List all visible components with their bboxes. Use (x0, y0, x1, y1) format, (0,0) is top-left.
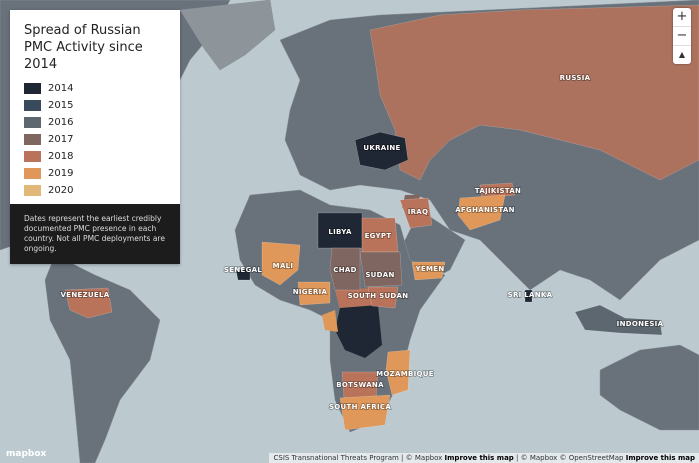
south-america (44, 254, 161, 463)
zoom-in[interactable]: + (673, 8, 691, 27)
country-label: VENEZUELA (61, 291, 110, 299)
country-shape (369, 4, 699, 181)
country-shape (359, 251, 403, 288)
country-shape (411, 261, 446, 281)
attribution-text: | © Mapbox © OpenStreetMap (516, 454, 624, 462)
country-shape (64, 287, 113, 319)
country-label: SRI LANKA (508, 291, 553, 299)
legend-note: Dates represent the earliest credibly do… (10, 204, 180, 264)
legend-label: 2020 (48, 185, 74, 196)
legend-item: 2018 (24, 151, 166, 162)
country-shape (385, 349, 411, 396)
legend-swatch (24, 151, 41, 162)
country-shape (457, 194, 506, 231)
drc (335, 305, 382, 358)
legend-item: 2016 (24, 117, 166, 128)
country-label: LIBYA (328, 228, 352, 236)
countries (64, 4, 699, 431)
country-shape (297, 281, 331, 306)
country-shape (354, 131, 409, 171)
legend-item: 2020 (24, 185, 166, 196)
country-label: SUDAN (365, 271, 394, 279)
country-shape (524, 289, 533, 303)
legend-title: Spread of Russian PMC Activity since 201… (24, 23, 143, 72)
improve-link[interactable]: Improve this map (444, 454, 514, 462)
legend-swatch (24, 117, 41, 128)
legend-swatch (24, 168, 41, 179)
legend-label: 2016 (48, 117, 74, 128)
legend-panel: Spread of Russian PMC Activity since 201… (10, 10, 180, 264)
mapbox-logo[interactable]: mapbox (6, 449, 47, 459)
legend-label: 2018 (48, 151, 74, 162)
legend-label: 2015 (48, 100, 74, 111)
country-label: MALI (273, 262, 294, 270)
country-label: IRAQ (408, 208, 429, 216)
zoom-out[interactable]: − (673, 27, 691, 46)
country-label: BOTSWANA (336, 381, 384, 389)
legend-item: 2014 (24, 83, 166, 94)
australia (599, 344, 699, 431)
greenland (179, 0, 276, 71)
country-label: MOZAMBIQUE (376, 370, 434, 378)
country-shape (367, 286, 399, 309)
labels: RUSSIA UKRAINE LIBYA EGYPT IRAQ TAJIKISTAN AFG… (60, 73, 664, 412)
country-shape (329, 247, 361, 291)
country-label: RUSSIA (560, 74, 591, 82)
compass[interactable]: ▲ (678, 50, 686, 59)
country-shape (235, 267, 251, 281)
legend-swatch (24, 100, 41, 111)
congo (322, 310, 338, 332)
legend-label: 2017 (48, 134, 74, 145)
country-label: TAJIKISTAN (475, 187, 521, 195)
country-label: INDONESIA (617, 320, 664, 328)
country-shape (261, 241, 301, 286)
legend-item: 2019 (24, 168, 166, 179)
country-shape (339, 394, 391, 431)
country-label: NIGERIA (293, 288, 328, 296)
country-shape (399, 197, 433, 229)
country-label: EGYPT (365, 232, 392, 240)
country-label: SOUTH SUDAN (348, 292, 409, 300)
legend-label: 2014 (48, 83, 74, 94)
country-label: YEMEN (415, 265, 445, 273)
country-label: AFGHANISTAN (455, 206, 515, 214)
country-shape (479, 182, 516, 199)
map-controls: + − ▲ (673, 8, 691, 64)
legend-item: 2015 (24, 100, 166, 111)
country-label: SENEGAL (224, 266, 262, 274)
legend-swatch (24, 185, 41, 196)
country-label: SOUTH AFRICA (329, 403, 391, 411)
attribution-text: CSIS Transnational Threats Program | © M… (273, 454, 443, 462)
legend-label: 2019 (48, 168, 74, 179)
country-label: UKRAINE (363, 144, 400, 152)
legend-swatch (24, 83, 41, 94)
legend-rows: 2014 2015 2016 2017 2018 2019 2020 (10, 83, 180, 196)
attribution: CSIS Transnational Threats Program | © M… (269, 453, 699, 463)
improve-link[interactable]: Improve this map (625, 454, 695, 462)
car (335, 288, 375, 310)
country-label: CHAD (333, 266, 356, 274)
legend-swatch (24, 134, 41, 145)
country-shape (574, 304, 663, 336)
legend-item: 2017 (24, 134, 166, 145)
